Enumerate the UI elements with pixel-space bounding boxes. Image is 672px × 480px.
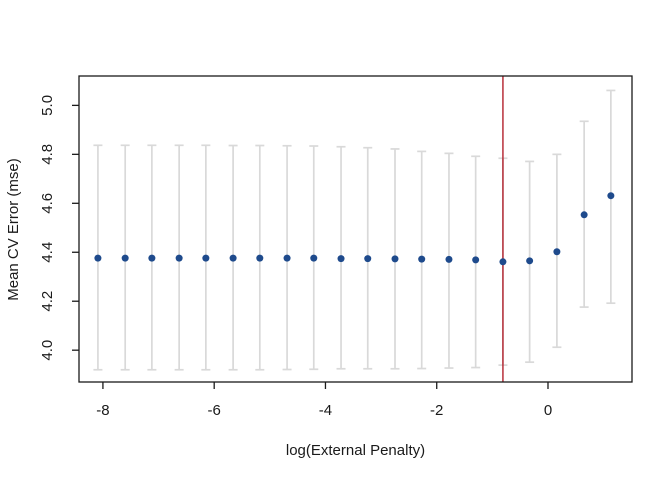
y-axis-ticks: 4.0 4.2 4.4 4.6 4.8 5.0 — [39, 95, 79, 361]
y-tick-label: 4.4 — [39, 242, 56, 263]
x-tick-label: 0 — [544, 402, 552, 419]
data-point — [553, 248, 561, 256]
y-tick-label: 4.6 — [39, 193, 56, 214]
data-point — [202, 254, 210, 262]
x-axis-label: log(External Penalty) — [285, 442, 426, 459]
data-point — [337, 255, 345, 263]
y-tick-label: 4.2 — [39, 291, 56, 312]
data-point — [148, 254, 156, 262]
data-point — [175, 254, 183, 262]
data-point — [229, 254, 237, 262]
data-point — [121, 254, 129, 262]
error-bars — [93, 89, 616, 371]
x-tick-label: -6 — [208, 402, 221, 419]
x-tick-label: -4 — [319, 402, 332, 419]
data-point — [580, 211, 588, 219]
x-tick-label: -8 — [96, 402, 109, 419]
data-point — [445, 255, 453, 263]
data-point — [526, 257, 534, 265]
data-point — [499, 258, 507, 266]
data-point — [310, 254, 318, 262]
data-points — [94, 192, 615, 266]
data-point — [418, 255, 426, 263]
y-axis-label-wrap: Mean CV Error (mse) — [0, 76, 26, 382]
data-point — [607, 192, 615, 200]
data-point — [472, 256, 480, 264]
y-tick-label: 4.8 — [39, 144, 56, 165]
y-tick-label: 5.0 — [39, 95, 56, 116]
plot-box — [78, 75, 633, 383]
x-axis-ticks: -8 -6 -4 -2 0 — [96, 382, 552, 419]
data-point — [256, 254, 264, 262]
data-point — [364, 255, 372, 263]
data-point — [94, 254, 102, 262]
data-point — [391, 255, 399, 263]
data-point — [283, 254, 291, 262]
x-tick-label: -2 — [430, 402, 443, 419]
y-tick-label: 4.0 — [39, 340, 56, 361]
y-axis-label: Mean CV Error (mse) — [4, 157, 22, 301]
